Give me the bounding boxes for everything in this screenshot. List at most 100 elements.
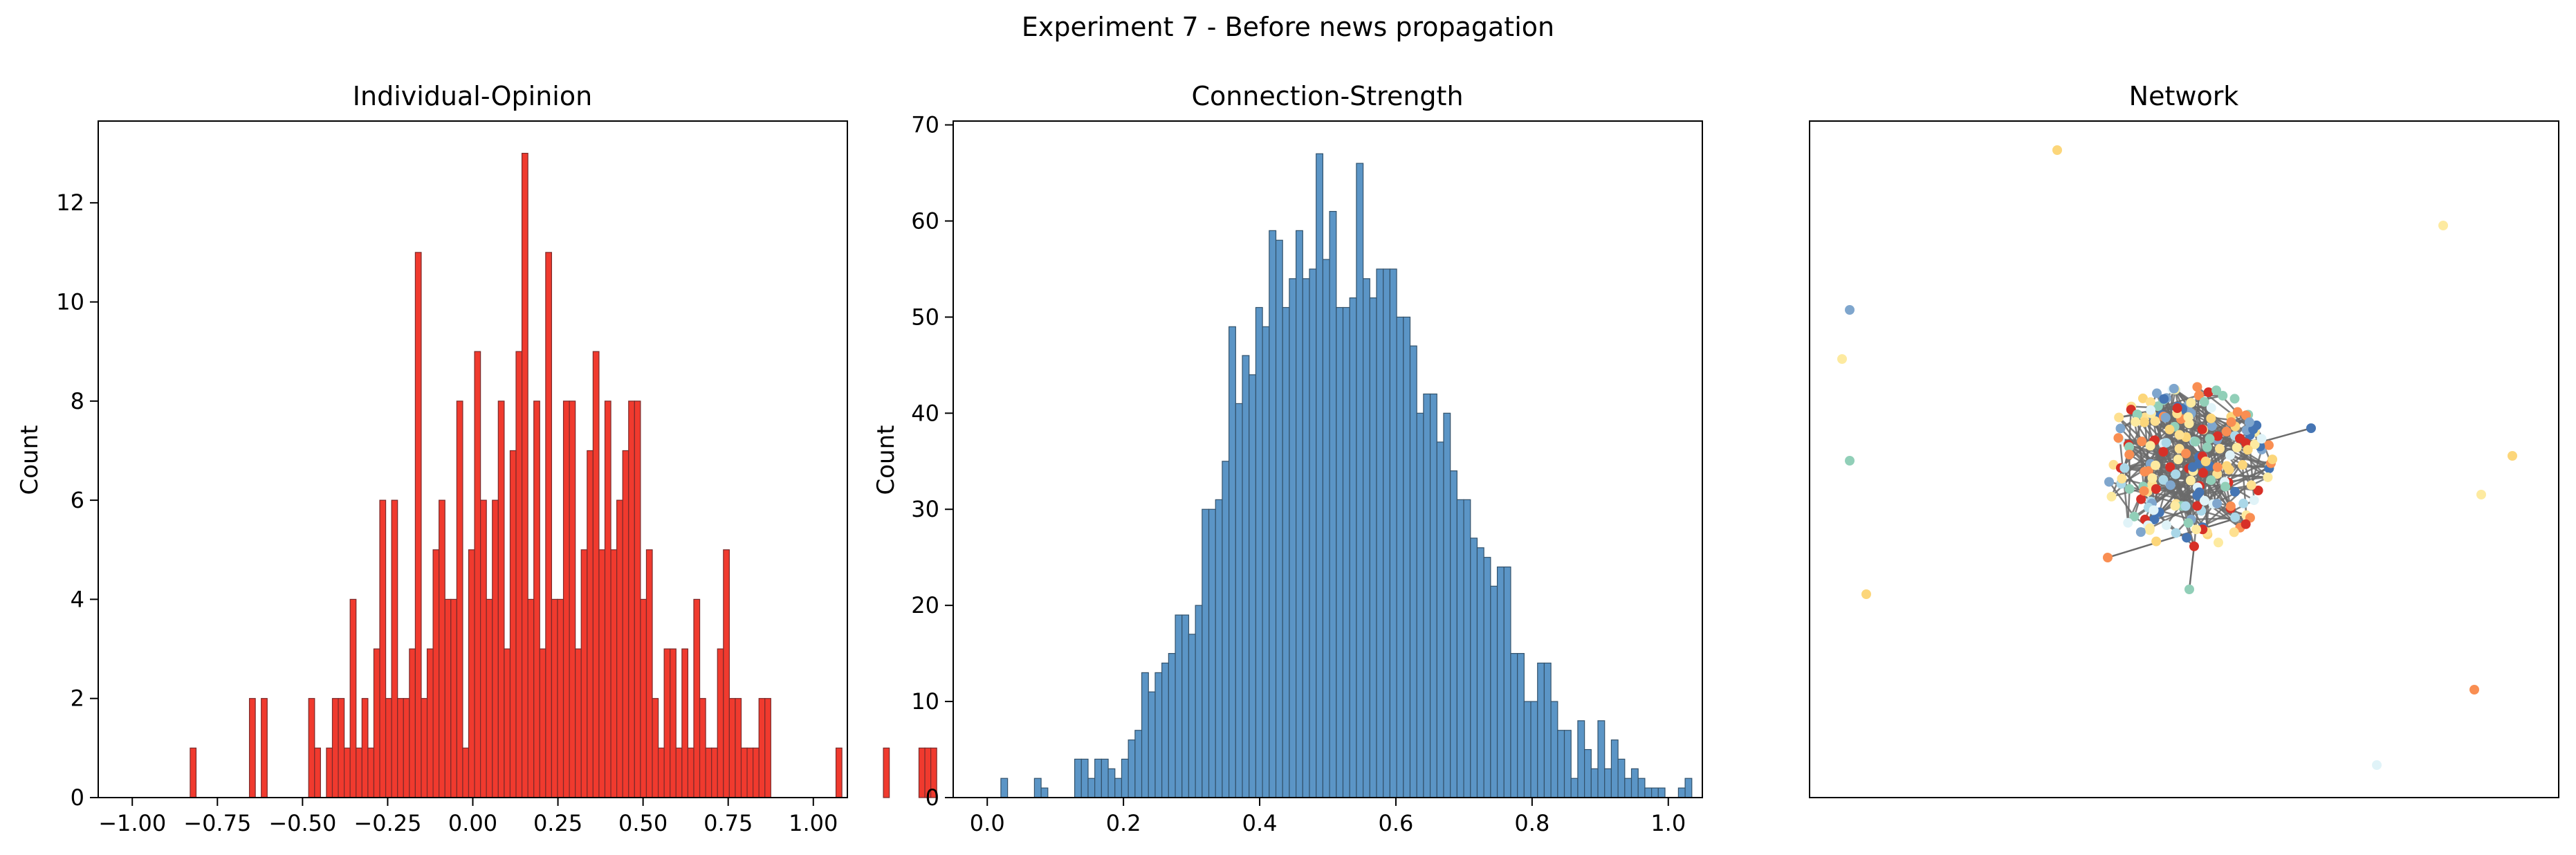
histogram-bar: [1369, 297, 1377, 798]
network-node: [2169, 383, 2179, 394]
opinion-y-axis: 0 2 4 6 8 10 12: [56, 190, 98, 811]
network-node: [2151, 536, 2162, 546]
opinion-x-axis: −1.00 −0.75 −0.50 −0.25 0.00 0.25 0.50 0.75 1.00: [98, 798, 838, 836]
opinion-chart-title: Individual-Opinion: [353, 81, 592, 111]
network-node: [2164, 424, 2175, 434]
opinion-histogram-panel: Individual-Opinion Count −1.00 −0.75 −0.50…: [16, 81, 937, 836]
network-node: [2173, 454, 2183, 465]
network-node: [2250, 439, 2260, 450]
histogram-bar: [533, 401, 540, 798]
network-node: [1845, 456, 1855, 466]
network-node: [2103, 553, 2113, 562]
network-node: [2113, 433, 2124, 443]
y-tick-label: 30: [911, 496, 939, 522]
network-node: [2152, 388, 2162, 398]
histogram-bar: [486, 598, 493, 798]
network-node: [2172, 403, 2182, 414]
histogram-bar: [1577, 720, 1585, 798]
histogram-bar: [326, 747, 333, 798]
histogram-bar: [663, 648, 671, 798]
network-graph: [1837, 145, 2517, 770]
histogram-bar: [1249, 374, 1257, 798]
network-node: [2149, 505, 2159, 515]
network-node: [2165, 480, 2175, 490]
network-node: [2124, 442, 2135, 452]
histogram-bar: [497, 401, 505, 798]
histogram-bar: [1080, 758, 1089, 798]
network-node: [2198, 468, 2208, 478]
histogram-bar: [1275, 239, 1283, 798]
connection-chart-title: Connection-Strength: [1191, 81, 1463, 111]
network-node: [2171, 469, 2181, 479]
histogram-bar: [640, 598, 647, 798]
network-node: [2147, 473, 2158, 484]
histogram-bar: [835, 747, 843, 798]
histogram-bar: [1269, 230, 1277, 798]
network-edge: [2119, 428, 2202, 512]
connection-y-axis-label: Count: [872, 425, 900, 495]
network-node: [2052, 145, 2062, 155]
histogram-bar: [1121, 758, 1129, 798]
y-tick-label: 0: [71, 784, 84, 811]
histogram-bar: [1154, 672, 1163, 798]
histogram-bar: [1336, 306, 1344, 798]
histogram-bar: [1557, 730, 1565, 798]
network-node: [1837, 354, 1847, 364]
network-edge: [2184, 387, 2198, 506]
histogram-bar: [1517, 653, 1525, 798]
network-node: [2246, 480, 2256, 490]
y-tick-label: 70: [911, 112, 939, 138]
x-tick-label: −1.00: [98, 810, 166, 836]
network-node: [2229, 394, 2240, 404]
network-node: [2184, 585, 2194, 594]
network-node: [2151, 484, 2161, 494]
histogram-bar: [1101, 758, 1109, 798]
histogram-bar: [1342, 306, 1350, 798]
histogram-bar: [344, 747, 351, 798]
histogram-bar: [723, 549, 730, 798]
network-node: [2144, 523, 2155, 533]
histogram-bar: [616, 499, 623, 798]
network-node: [2230, 512, 2241, 522]
network-edge: [2143, 413, 2153, 491]
network-node: [2218, 391, 2228, 401]
histogram-bar: [1349, 297, 1357, 798]
network-node: [2115, 423, 2126, 434]
histogram-bar: [1503, 566, 1511, 798]
histogram-bar: [1456, 499, 1464, 798]
network-edge: [2124, 467, 2191, 481]
histogram-bar: [699, 698, 706, 798]
network-node: [2114, 412, 2124, 423]
network-node: [2165, 462, 2175, 472]
network-node: [2267, 454, 2278, 465]
network-node: [2117, 473, 2127, 484]
histogram-bar: [575, 648, 582, 798]
histogram-bar: [753, 747, 760, 798]
histogram-bar: [1637, 778, 1646, 798]
histogram-bar: [930, 747, 937, 798]
network-node: [2189, 541, 2199, 551]
network-node: [2237, 460, 2247, 470]
network-node: [2212, 498, 2223, 508]
connection-histogram-panel: Connection-Strength Count 0.0 0.2 0.4 0.6 0.…: [872, 81, 1703, 836]
histogram-bar: [1074, 758, 1082, 798]
histogram-bar: [414, 252, 422, 798]
histogram-bar: [717, 648, 724, 798]
histogram-bar: [1235, 403, 1243, 798]
network-node: [2199, 495, 2209, 506]
x-tick-label: 0.4: [1242, 810, 1278, 836]
x-tick-label: 1.00: [789, 810, 838, 836]
network-node: [2193, 390, 2204, 401]
network-panel: Network: [1809, 81, 2559, 798]
network-node: [2123, 517, 2133, 528]
histogram-bar: [598, 549, 606, 798]
network-node: [2306, 423, 2316, 433]
network-node: [2197, 424, 2207, 434]
y-tick-label: 2: [71, 686, 84, 712]
network-node: [2140, 466, 2150, 477]
histogram-bar: [527, 598, 535, 798]
histogram-bar: [1523, 701, 1531, 798]
network-node: [2225, 450, 2235, 460]
histogram-bar: [764, 698, 771, 798]
histogram-bar: [670, 648, 677, 798]
